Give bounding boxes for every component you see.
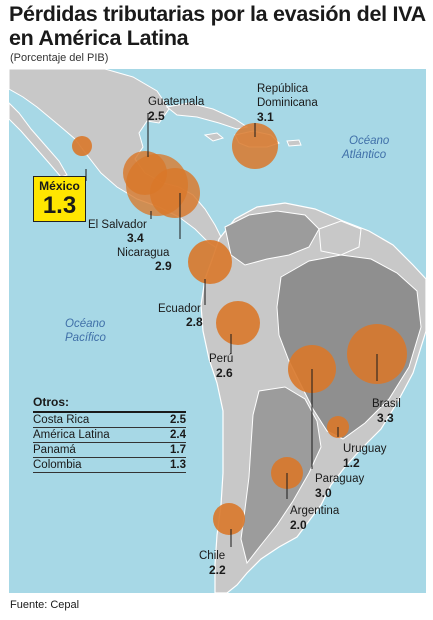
label-chile: Chile (199, 550, 225, 562)
label-argentina: Argentina (290, 505, 340, 517)
label-guatemala: Guatemala (148, 96, 205, 108)
others-row: Costa Rica 2.5 (33, 413, 186, 428)
others-row: Colombia 1.3 (33, 458, 186, 473)
others-row: Panamá 1.7 (33, 443, 186, 458)
others-heading: Otros: (33, 395, 186, 413)
label-uruguay: Uruguay (343, 443, 387, 455)
bubble-nicaragua (150, 168, 200, 218)
source-note: Fuente: Cepal (10, 599, 80, 611)
value-paraguay: 3.0 (315, 486, 332, 500)
land-puerto-rico (286, 139, 302, 147)
others-row-value: 1.7 (170, 444, 186, 456)
mexico-value: 1.3 (42, 192, 77, 219)
leader-lines (85, 113, 378, 547)
label-paraguay: Paraguay (315, 473, 364, 485)
label-peru: Perú (209, 353, 233, 365)
value-peru: 2.6 (216, 366, 233, 380)
others-row: América Latina 2.4 (33, 428, 186, 443)
value-el-salvador: 3.4 (127, 231, 144, 245)
label-pacific-1: Océano (65, 318, 106, 330)
label-rep-dominicana-2: Dominicana (257, 97, 318, 109)
mexico-highlight-box: México 1.3 (33, 176, 86, 222)
label-pacific-2: Pacífico (65, 332, 107, 344)
value-argentina: 2.0 (290, 518, 307, 532)
label-brasil: Brasil (372, 398, 401, 410)
mexico-label: México (39, 179, 80, 193)
chart-subtitle: (Porcentaje del PIB) (10, 52, 109, 64)
others-table: Otros: Costa Rica 2.5 América Latina 2.4… (33, 395, 186, 473)
bubble-chile (213, 503, 245, 535)
chart-title: Pérdidas tributarias por la evasión del … (9, 2, 426, 50)
land-jamaica (203, 132, 225, 142)
value-nicaragua: 2.9 (155, 259, 172, 273)
others-row-value: 2.4 (170, 429, 186, 441)
others-row-name: América Latina (33, 429, 110, 441)
label-rep-dominicana-1: República (257, 83, 309, 95)
label-ecuador: Ecuador (158, 303, 201, 315)
bubble-mexico (72, 136, 92, 156)
bubble-rep-dominicana (232, 123, 278, 169)
value-rep-dominicana: 3.1 (257, 110, 274, 124)
bubble-peru (216, 301, 260, 345)
map: Guatemala 2.5 República Dominicana 3.1 E… (9, 69, 426, 593)
value-brasil: 3.3 (377, 411, 394, 425)
others-row-name: Panamá (33, 444, 76, 456)
value-guatemala: 2.5 (148, 109, 165, 123)
others-row-name: Colombia (33, 459, 82, 471)
bubbles (72, 123, 407, 535)
value-uruguay: 1.2 (343, 456, 360, 470)
others-row-name: Costa Rica (33, 414, 90, 426)
others-row-value: 2.5 (170, 414, 186, 426)
label-nicaragua: Nicaragua (117, 247, 170, 259)
value-chile: 2.2 (209, 563, 226, 577)
label-atlantic-1: Océano (349, 135, 390, 147)
bubble-ecuador (188, 240, 232, 284)
land-venezuela-colombia (224, 210, 320, 266)
label-el-salvador: El Salvador (88, 219, 147, 231)
label-atlantic-2: Atlántico (341, 149, 387, 161)
others-row-value: 1.3 (170, 459, 186, 471)
value-ecuador: 2.8 (186, 315, 203, 329)
land-guianas (318, 220, 362, 256)
